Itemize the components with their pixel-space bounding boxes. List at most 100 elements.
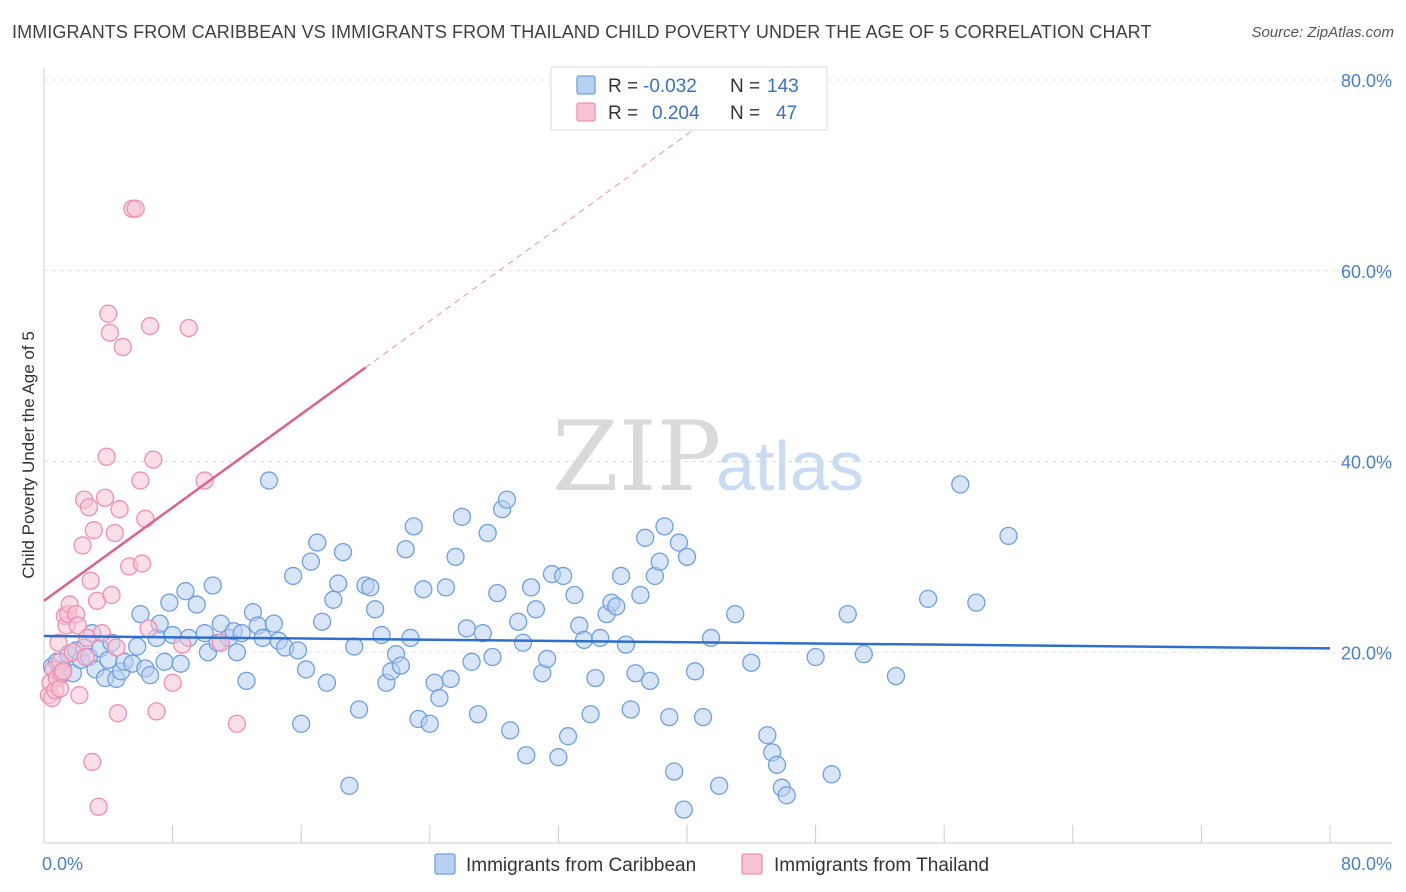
point-thailand-32 xyxy=(99,304,118,323)
point-caribbean-47 xyxy=(264,614,284,633)
point-thailand-35 xyxy=(105,523,124,543)
trend-line-thailand xyxy=(43,366,367,602)
point-caribbean-145 xyxy=(918,589,938,608)
gridlines xyxy=(44,79,1392,653)
series-legend: Immigrants from Caribbean Immigrants fro… xyxy=(434,853,989,876)
point-thailand-26 xyxy=(84,521,103,540)
point-thailand-6 xyxy=(49,633,68,652)
point-caribbean-110 xyxy=(591,628,610,648)
point-caribbean-88 xyxy=(478,523,497,543)
point-thailand-43 xyxy=(131,471,150,490)
point-thailand-19 xyxy=(73,536,92,555)
point-caribbean-92 xyxy=(497,490,517,509)
point-caribbean-30 xyxy=(176,582,195,601)
point-caribbean-40 xyxy=(227,643,247,662)
point-caribbean-60 xyxy=(333,542,353,562)
watermark: ZIP atlas xyxy=(552,401,864,513)
bottom-legend-swatch-thailand xyxy=(741,853,763,875)
series-thailand-points xyxy=(39,199,247,816)
axes xyxy=(43,68,1392,844)
point-thailand-51 xyxy=(195,471,214,490)
point-caribbean-125 xyxy=(664,762,684,781)
bottom-legend-label-thailand: Immigrants from Thailand xyxy=(774,855,989,876)
correlation-legend: R = -0.032 N = 143 R = 0.204 N = 47 xyxy=(550,66,828,131)
point-caribbean-94 xyxy=(509,612,528,631)
point-caribbean-78 xyxy=(425,673,444,692)
point-caribbean-89 xyxy=(483,647,502,667)
point-caribbean-96 xyxy=(517,746,536,765)
x-tick-label-max: 80.0% xyxy=(1341,854,1392,874)
point-thailand-36 xyxy=(107,638,126,657)
point-caribbean-85 xyxy=(462,652,481,671)
point-caribbean-120 xyxy=(640,671,660,691)
point-caribbean-141 xyxy=(822,765,841,784)
point-thailand-29 xyxy=(92,624,112,643)
point-caribbean-66 xyxy=(365,600,385,619)
legend-n-value-caribbean: 143 xyxy=(767,76,799,97)
point-caribbean-137 xyxy=(767,755,787,774)
point-caribbean-55 xyxy=(308,533,327,552)
point-caribbean-116 xyxy=(621,700,640,719)
watermark-atlas: atlas xyxy=(716,427,864,505)
point-caribbean-105 xyxy=(565,585,584,605)
point-thailand-47 xyxy=(144,450,163,469)
point-thailand-30 xyxy=(95,488,115,507)
legend-r-value-caribbean: -0.032 xyxy=(643,76,697,97)
point-caribbean-54 xyxy=(301,552,320,571)
point-thailand-37 xyxy=(108,704,128,723)
point-caribbean-62 xyxy=(345,637,364,656)
chart-title: IMMIGRANTS FROM CARIBBEAN VS IMMIGRANTS … xyxy=(12,22,1152,42)
point-thailand-50 xyxy=(179,318,198,338)
point-caribbean-23 xyxy=(140,665,160,685)
legend-swatch-thailand xyxy=(576,102,596,122)
point-caribbean-63 xyxy=(349,700,369,719)
point-caribbean-73 xyxy=(401,628,420,648)
point-caribbean-58 xyxy=(324,590,343,609)
bottom-legend-swatch-caribbean xyxy=(434,853,456,875)
trend-line-caribbean xyxy=(43,634,1331,650)
point-thailand-34 xyxy=(102,585,121,605)
point-thailand-24 xyxy=(81,571,100,590)
point-caribbean-79 xyxy=(430,688,449,708)
point-caribbean-61 xyxy=(340,776,359,795)
point-caribbean-77 xyxy=(420,714,439,733)
point-caribbean-143 xyxy=(854,645,873,664)
point-thailand-23 xyxy=(79,498,99,517)
y-tick-label-60: 60.0% xyxy=(1341,262,1392,282)
point-caribbean-123 xyxy=(655,517,674,536)
y-tick-label-20: 20.0% xyxy=(1341,643,1392,663)
point-caribbean-102 xyxy=(549,748,568,767)
point-caribbean-139 xyxy=(777,786,796,805)
point-caribbean-122 xyxy=(650,552,669,571)
point-caribbean-117 xyxy=(626,664,645,683)
legend-r-label-thailand: R = xyxy=(608,103,638,124)
point-caribbean-109 xyxy=(586,668,605,688)
point-caribbean-130 xyxy=(693,707,713,727)
point-caribbean-95 xyxy=(513,633,533,652)
point-caribbean-71 xyxy=(391,656,411,675)
point-caribbean-76 xyxy=(414,580,433,599)
point-thailand-28 xyxy=(89,797,108,816)
point-caribbean-67 xyxy=(372,625,391,645)
point-caribbean-20 xyxy=(128,637,147,656)
point-caribbean-118 xyxy=(631,585,650,605)
legend-n-value-thailand: 47 xyxy=(776,103,797,124)
point-caribbean-119 xyxy=(636,528,655,547)
point-caribbean-86 xyxy=(468,705,488,724)
point-caribbean-104 xyxy=(558,727,578,746)
point-caribbean-148 xyxy=(999,526,1018,546)
chart-source: Source: ZipAtlas.com xyxy=(1251,24,1394,41)
point-caribbean-135 xyxy=(758,726,777,745)
point-thailand-45 xyxy=(136,509,155,528)
point-caribbean-27 xyxy=(160,593,179,612)
point-thailand-10 xyxy=(54,662,73,681)
point-caribbean-81 xyxy=(441,669,460,689)
legend-swatch-caribbean xyxy=(576,75,596,95)
point-caribbean-146 xyxy=(951,475,970,494)
point-caribbean-65 xyxy=(361,578,380,597)
point-caribbean-35 xyxy=(203,576,222,595)
point-thailand-38 xyxy=(110,500,129,519)
point-thailand-53 xyxy=(227,714,247,733)
bottom-legend-label-caribbean: Immigrants from Caribbean xyxy=(466,855,696,876)
point-caribbean-132 xyxy=(710,776,729,795)
